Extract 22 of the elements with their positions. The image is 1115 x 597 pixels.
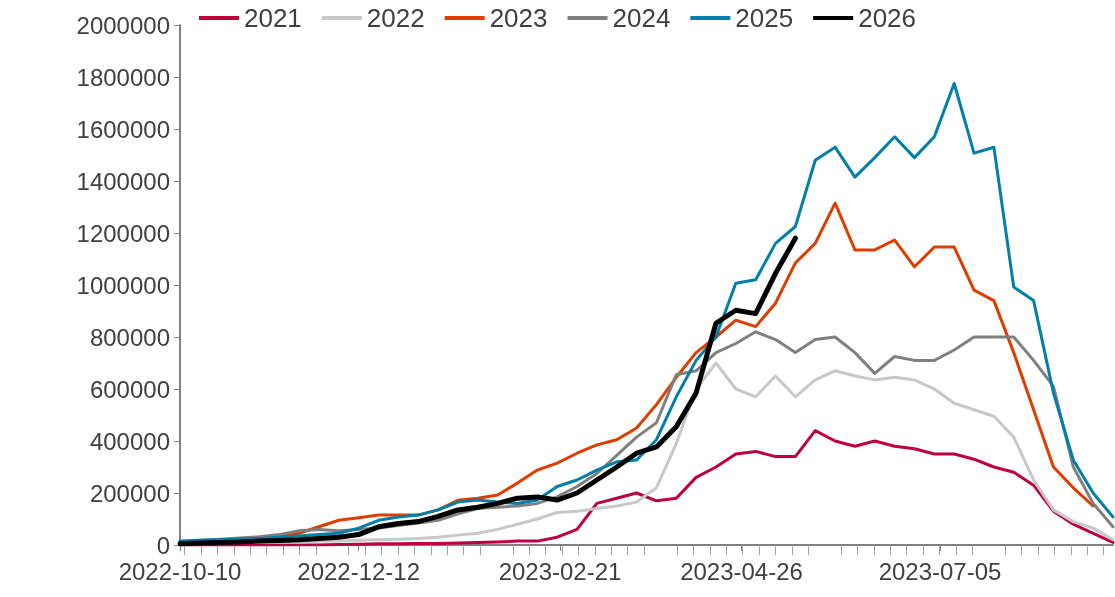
legend-label: 2025 — [735, 3, 794, 33]
y-tick-label: 800000 — [89, 323, 170, 351]
y-tick-label: 600000 — [89, 375, 170, 403]
y-tick-label: 200000 — [89, 479, 170, 507]
legend-label: 2022 — [366, 3, 425, 33]
legend-label: 2021 — [243, 3, 302, 33]
legend-label: 2026 — [858, 3, 917, 33]
x-tick-label: 2023-04-26 — [680, 557, 803, 585]
y-tick-label: 1000000 — [76, 271, 170, 299]
y-tick-label: 0 — [156, 531, 170, 559]
y-tick-label: 1200000 — [76, 219, 170, 247]
x-tick-label: 2023-07-05 — [878, 557, 1002, 585]
x-tick-label: 2022-12-12 — [297, 557, 421, 585]
y-tick-label: 1600000 — [76, 115, 170, 143]
x-tick-label: 2022-10-10 — [118, 557, 242, 585]
y-tick-label: 2000000 — [76, 11, 170, 39]
y-tick-label: 1400000 — [76, 167, 170, 195]
legend-label: 2023 — [489, 3, 548, 33]
y-tick-label: 400000 — [89, 427, 170, 455]
legend-label: 2024 — [612, 3, 671, 33]
y-tick-label: 1800000 — [76, 63, 170, 91]
x-tick-label: 2023-02-21 — [498, 557, 622, 585]
